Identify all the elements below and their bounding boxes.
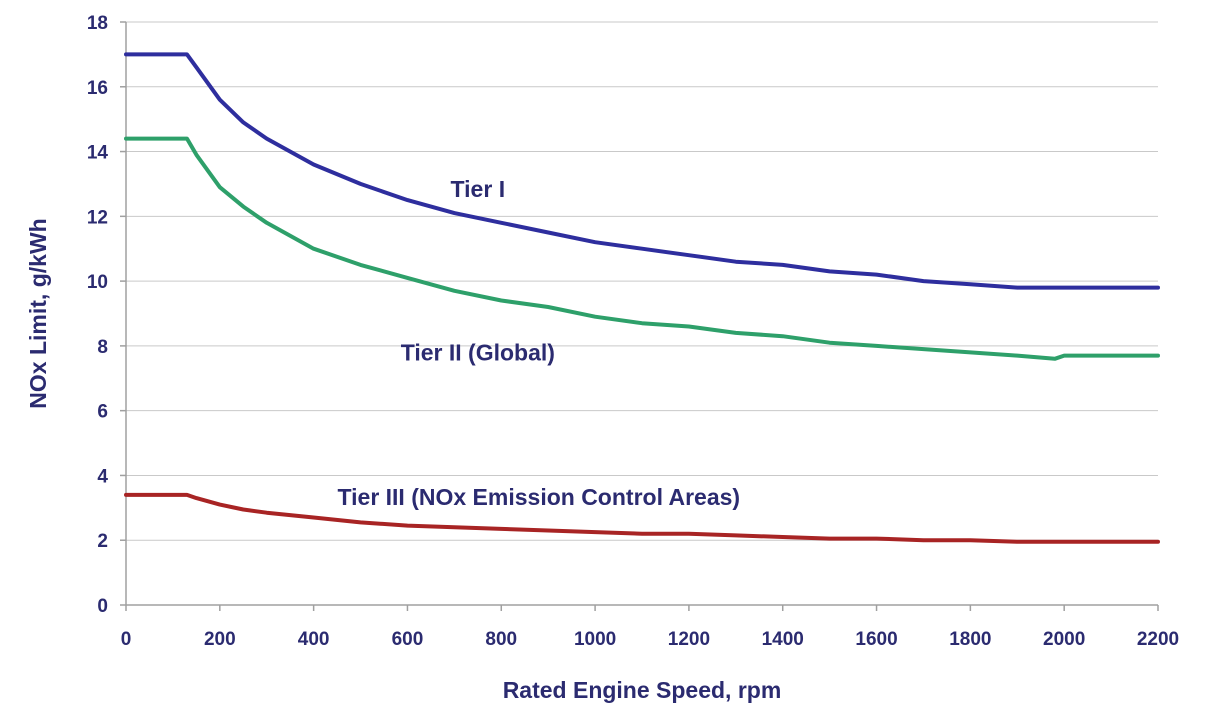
x-axis-title: Rated Engine Speed, rpm: [503, 677, 782, 703]
x-tick-label: 1600: [855, 629, 897, 650]
series-label-1: Tier I: [451, 176, 506, 202]
y-tick-label: 6: [97, 402, 108, 423]
series-label-2: Tier II (Global): [401, 339, 555, 365]
y-tick-label: 4: [97, 466, 108, 487]
x-tick-label: 1800: [949, 629, 991, 650]
axes: 0 2 4 6 8 10 12 14 16 18 0 200 400 600 800 1000 1200 1400…: [87, 13, 1179, 650]
series-line-2: [124, 136, 1160, 361]
series-label-3: Tier III (NOx Emission Control Areas): [338, 484, 741, 510]
y-tick-label: 12: [87, 207, 108, 228]
x-tick-label: 800: [485, 629, 517, 650]
y-tick-label: 0: [97, 596, 108, 617]
y-tick-label: 10: [87, 272, 108, 293]
x-tick-label: 0: [121, 629, 132, 650]
y-tick-label: 18: [87, 13, 108, 34]
y-tick-label: 2: [97, 531, 108, 552]
series-lines: [124, 52, 1160, 544]
y-axis-title: NOx Limit, g/kWh: [25, 218, 51, 408]
x-tick-label: 200: [204, 629, 236, 650]
x-tick-label: 2200: [1137, 629, 1179, 650]
series-line-1: [124, 52, 1160, 290]
x-tick-label: 1200: [668, 629, 710, 650]
x-tick-label: 1000: [574, 629, 616, 650]
y-tick-label: 8: [97, 337, 108, 358]
series-line-3: [124, 492, 1160, 544]
series-labels: Tier I Tier II (Global) Tier III (NOx Emis…: [338, 176, 741, 510]
x-tick-label: 600: [392, 629, 424, 650]
x-tick-label: 2000: [1043, 629, 1085, 650]
y-tick-label: 14: [87, 143, 109, 164]
x-tick-label: 1400: [762, 629, 804, 650]
x-tick-label: 400: [298, 629, 330, 650]
gridlines: [126, 21, 1158, 541]
y-tick-label: 16: [87, 78, 108, 99]
